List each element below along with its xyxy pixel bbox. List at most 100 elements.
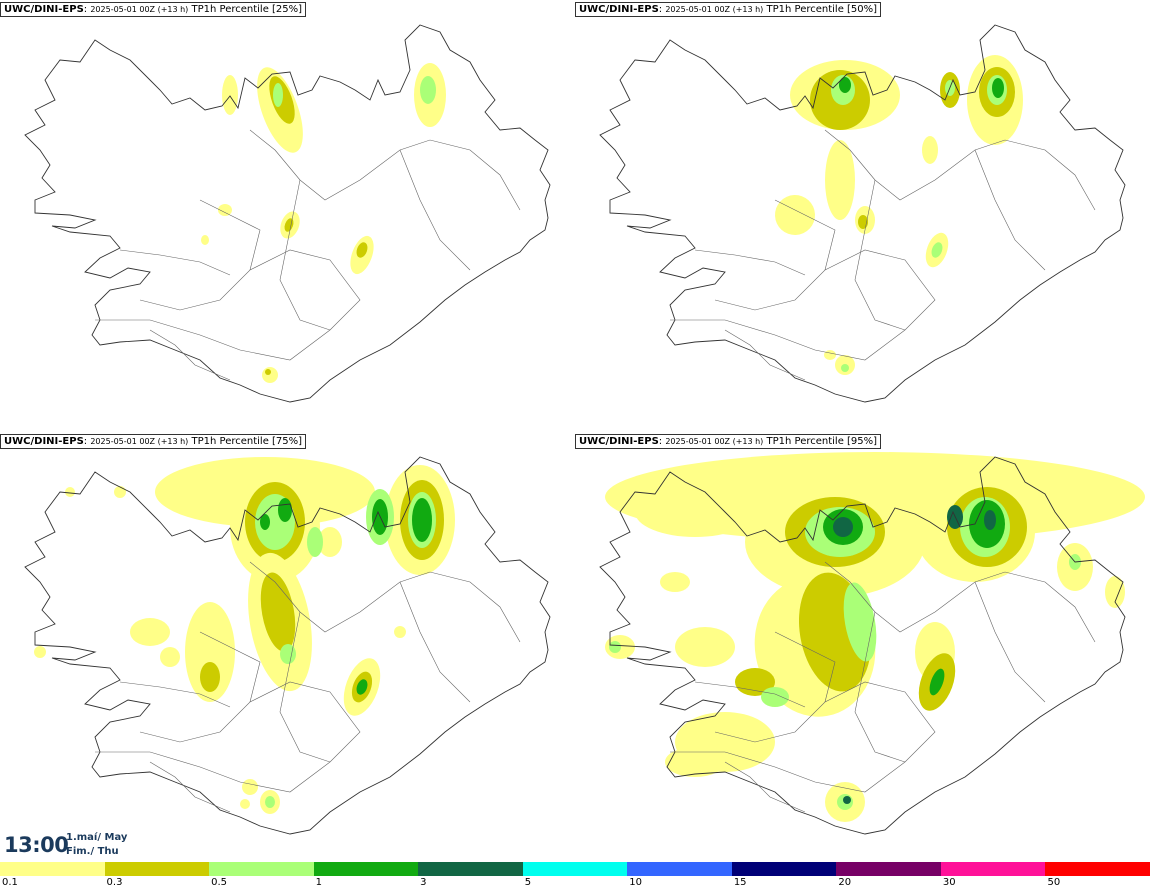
precip-area (218, 204, 232, 216)
colorbar-segment (522, 862, 628, 876)
colorbar-tick-label: 0.5 (211, 877, 227, 888)
precip-area (1105, 576, 1125, 608)
region-border (670, 249, 936, 361)
region-border (279, 611, 331, 763)
colorbar-tick-label: 50 (1047, 877, 1061, 888)
region-border (854, 179, 906, 331)
precip-area (858, 215, 868, 229)
precip-area (825, 140, 855, 220)
colorbar-segment (313, 862, 419, 876)
colorbar-tick-label: 20 (838, 877, 852, 888)
region-border (199, 631, 261, 703)
panel-title: UWC/DINI-EPS: 2025-05-01 00Z (+13 h) TP1… (575, 2, 882, 17)
precip-area (265, 796, 275, 808)
precip-area (222, 75, 238, 115)
precip-area (675, 627, 735, 667)
region-border (824, 561, 1096, 643)
colorbar-tick-label: 3 (420, 877, 427, 888)
map-panel-75: UWC/DINI-EPS: 2025-05-01 00Z (+13 h) TP1… (0, 432, 575, 862)
colorbar-segment (836, 862, 941, 876)
region-border (249, 129, 521, 211)
valid-time-box: 13:00 1.maí/ May Fim./ Thu (0, 829, 130, 859)
precip-area (260, 514, 270, 530)
region-border (119, 681, 231, 708)
region-border (149, 329, 231, 381)
precip-area (200, 662, 220, 692)
colorbar-tick-label: 5 (524, 877, 532, 888)
precip-area (412, 498, 432, 542)
region-border (974, 149, 1046, 271)
region-border (399, 149, 471, 271)
region-border (854, 611, 906, 763)
precip-area (201, 235, 209, 245)
colorbar-segment (418, 862, 523, 876)
precip-area (660, 572, 690, 592)
precip-area (929, 668, 945, 696)
precip-area (240, 799, 250, 809)
precip-area (665, 747, 725, 777)
precip-area (280, 644, 296, 664)
precip-area (278, 498, 292, 522)
precip-area (34, 646, 46, 658)
precip-area (242, 779, 258, 795)
precip-area (775, 195, 815, 235)
precip-area (420, 76, 436, 104)
colorbar-segment (1045, 862, 1150, 876)
precip-area (318, 527, 342, 557)
precip-area (284, 218, 294, 232)
precip-area (839, 77, 851, 93)
colorbar-tick-label: 1 (315, 877, 322, 888)
region-border (95, 249, 361, 361)
colorbar-tick-label: 0.1 (2, 877, 18, 888)
colorbar-tick-label: 10 (629, 877, 642, 888)
precip-area (185, 602, 235, 702)
region-border (149, 761, 231, 813)
valid-date-line1: 1.maí/ May (66, 832, 128, 843)
precip-area (65, 487, 75, 497)
precip-area (843, 582, 877, 662)
region-border (824, 129, 1096, 211)
precip-area (824, 350, 836, 360)
colorbar-segment (731, 862, 837, 876)
region-border (279, 179, 331, 331)
coastline (599, 24, 1126, 403)
region-border (774, 199, 836, 271)
region-border (399, 581, 471, 703)
panel-title: UWC/DINI-EPS: 2025-05-01 00Z (+13 h) TP1… (575, 434, 882, 449)
map-panel-95: UWC/DINI-EPS: 2025-05-01 00Z (+13 h) TP1… (575, 432, 1150, 862)
precip-area (984, 510, 996, 530)
map-panel-25: UWC/DINI-EPS: 2025-05-01 00Z (+13 h) TP1… (0, 0, 575, 430)
precip-area (356, 242, 368, 258)
precip-area (761, 687, 789, 707)
valid-date-line2: Fim./ Thu (66, 846, 119, 857)
precip-area (922, 136, 938, 164)
precip-area (307, 527, 323, 557)
precip-area (843, 796, 851, 804)
region-border (724, 329, 806, 381)
panel-title: UWC/DINI-EPS: 2025-05-01 00Z (+13 h) TP1… (0, 2, 307, 17)
region-border (724, 761, 806, 813)
region-border (670, 681, 936, 793)
precip-area (114, 486, 126, 498)
colorbar-segment (209, 862, 314, 876)
iceland-map (24, 24, 551, 403)
region-border (694, 681, 806, 708)
precip-area (609, 641, 621, 653)
region-border (974, 581, 1046, 703)
map-panel-50: UWC/DINI-EPS: 2025-05-01 00Z (+13 h) TP1… (575, 0, 1150, 430)
precip-area (356, 679, 368, 695)
colorbar-tick-label: 30 (942, 877, 956, 888)
coastline (24, 456, 551, 835)
region-border (694, 249, 806, 276)
valid-time: 13:00 (4, 833, 69, 857)
colorbar-segment (0, 862, 105, 876)
precip-area (841, 364, 849, 372)
precip-area (130, 618, 170, 646)
precip-area (273, 83, 283, 107)
region-border (249, 561, 521, 643)
iceland-map (599, 452, 1145, 835)
colorbar-tick-label: 0.3 (106, 877, 123, 888)
precip-area (394, 626, 406, 638)
region-border (95, 681, 361, 793)
iceland-map (24, 456, 551, 835)
